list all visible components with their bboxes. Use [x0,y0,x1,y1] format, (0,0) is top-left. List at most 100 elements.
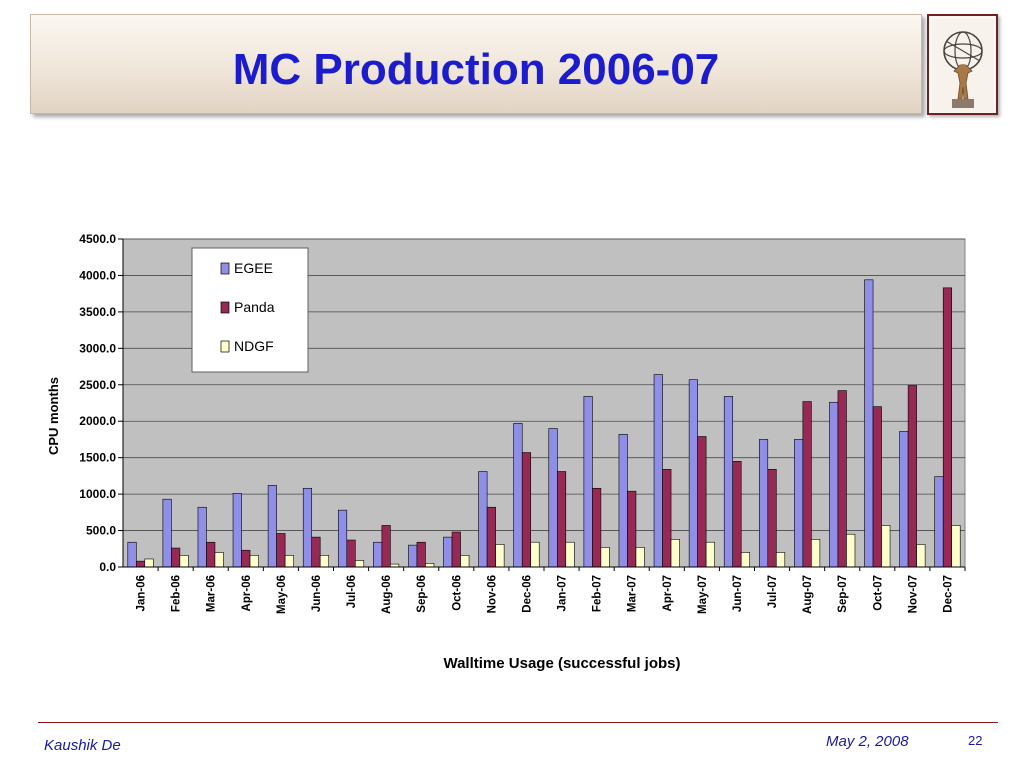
bar-egee [302,487,313,568]
legend-swatch-ndgf [220,340,230,353]
y-tick-label: 4000.0 [79,268,116,282]
footer-date: May 2, 2008 [826,733,909,750]
y-tick-label: 1500.0 [79,451,116,465]
bar-ndgf [740,552,751,568]
x-tick-label: Mar-06 [206,575,218,612]
x-tick-label: Feb-06 [171,575,183,612]
bar-egee [373,541,383,568]
bar-ndgf [916,544,926,568]
bar-series [127,279,961,568]
bar-egee [162,498,172,568]
bar-ndgf [670,539,680,568]
bar-egee [337,509,348,568]
x-tick-label: Sep-06 [416,575,428,613]
x-tick-label: Dec-06 [521,575,533,613]
bar-ndgf [881,525,891,568]
bar-egee [197,506,207,568]
bar-panda [486,506,496,568]
x-tick-label: Jan-06 [136,575,148,611]
bar-ndgf [846,533,856,568]
bar-panda [311,536,321,568]
footer-author: Kaushik De [44,737,121,754]
bar-egee [758,439,769,568]
bar-ndgf [495,544,505,568]
bar-panda [451,531,461,568]
bar-ndgf [705,541,715,568]
legend-label-panda: Panda [234,299,275,315]
legend-box [191,247,309,373]
x-tick-label: Sep-07 [837,575,849,613]
bar-panda [416,541,426,568]
bar-ndgf [565,541,575,568]
y-tick-label: 3500.0 [79,305,116,319]
bar-panda [802,401,812,568]
y-tick-label: 500.0 [86,524,116,538]
bar-egee [864,279,874,568]
bar-ndgf [249,555,259,568]
x-axis-ticks: Jan-06 Feb-06 Mar-06 Apr-06 May-06 Jun-06 Jul-… [136,567,966,614]
bar-egee [688,379,698,568]
bar-egee [548,428,558,568]
x-tick-label: Dec-07 [942,575,954,613]
title-banner: MC Production 2006-07 [30,14,922,114]
legend-label-ndgf: NDGF [234,338,274,354]
bar-ndgf [319,555,330,568]
x-tick-label: Apr-06 [241,575,253,611]
bar-egee [408,544,418,568]
bar-egee [794,439,804,568]
bar-ndgf [600,547,610,568]
atlas-statue-icon [927,14,998,115]
bar-panda [942,287,953,568]
bar-panda [241,549,251,568]
x-tick-label: Nov-06 [486,575,498,613]
bar-panda [662,469,672,568]
bar-panda [346,539,356,568]
bar-panda [627,490,637,568]
x-tick-label: Jun-07 [732,575,744,612]
slide-title: MC Production 2006-07 [232,45,720,94]
bar-egee [723,396,734,568]
bar-egee [653,374,663,568]
bar-panda [872,406,882,568]
bar-ndgf [460,555,470,568]
bar-panda [276,533,286,568]
bar-panda [206,541,216,568]
x-tick-label: Oct-07 [872,575,884,611]
x-tick-label: Jan-07 [557,575,569,611]
bar-egee [267,485,277,568]
x-tick-label: Oct-06 [451,575,463,611]
x-tick-label: May-07 [697,575,709,614]
bar-ndgf [144,558,154,568]
bar-ndgf [284,555,294,568]
y-tick-label: 4500.0 [79,232,116,246]
bar-ndgf [214,552,224,568]
atlas-logo-graphic [932,19,994,112]
bar-panda [697,436,707,568]
legend-swatch-panda [220,301,230,314]
bar-egee [899,431,909,568]
bar-panda [767,469,777,568]
footer-divider [38,722,998,723]
bar-ndgf [635,547,645,568]
x-tick-label: Jun-06 [311,575,323,612]
bar-ndgf [775,552,786,568]
bar-egee [232,493,242,568]
x-tick-label: Mar-07 [627,575,639,612]
y-tick-label: 3000.0 [79,341,116,355]
x-tick-label: Aug-06 [381,575,393,614]
walltime-bar-chart: 0.0 500.0 1000.0 1500.0 2000.0 2500.0 3000.0 35… [40,222,980,682]
y-tick-label: 1000.0 [79,487,116,501]
bar-ndgf [425,563,435,568]
y-tick-label: 0.0 [99,560,116,574]
bar-panda [381,525,391,568]
y-tick-label: 2000.0 [79,414,116,428]
y-tick-label: 2500.0 [79,378,116,392]
legend-swatch-egee [220,262,230,275]
x-tick-label: Jul-07 [767,575,779,608]
y-axis-title: CPU months [46,377,61,455]
bar-panda [837,390,847,568]
bar-panda [521,452,532,568]
bar-panda [732,461,742,568]
x-axis-title: Walltime Usage (successful jobs) [443,655,680,672]
bar-panda [135,560,146,568]
